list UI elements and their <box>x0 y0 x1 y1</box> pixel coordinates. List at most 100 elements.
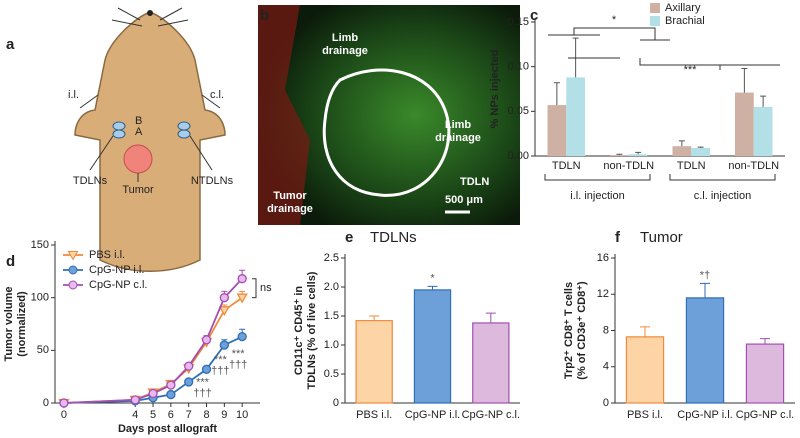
bar <box>472 322 510 404</box>
error-bar <box>640 326 650 337</box>
error-bar <box>678 140 685 147</box>
micrograph-label: 500 μm <box>445 194 483 206</box>
y-tick-label: 0 <box>333 397 339 409</box>
y-tick-label: 2.5 <box>324 252 339 264</box>
x-tick-label: 5 <box>150 409 156 421</box>
error-bar <box>616 153 623 156</box>
sig-bracket <box>548 27 780 70</box>
diagram-label: TDLNs <box>73 175 108 187</box>
x-tick-label: 0 <box>61 409 67 421</box>
x-tick-label: TDLN <box>677 160 706 172</box>
bar <box>355 320 393 404</box>
x-tick-label: CpG-NP i.l. <box>405 409 460 421</box>
error-bar <box>760 95 767 107</box>
legend-label: Axillary <box>665 2 701 14</box>
bar <box>691 147 710 156</box>
x-tick-label: non-TDLN <box>603 160 654 172</box>
y-tick-label: 0 <box>603 397 609 409</box>
y-tick-label: 1.0 <box>324 339 339 351</box>
sig-bracket <box>252 278 257 299</box>
micrograph-label: Limb drainage <box>322 32 368 57</box>
chart-title: TDLNs <box>370 229 417 246</box>
legend-swatch <box>650 3 660 13</box>
y-tick-label: 8 <box>603 324 609 336</box>
y-axis-label: % NPs injected <box>489 50 501 129</box>
legend-label: CpG-NP i.l. <box>89 264 144 276</box>
y-tick-label: 0.15 <box>508 16 529 28</box>
group-bracket <box>669 174 776 181</box>
chart-title: Tumor <box>640 229 683 246</box>
marker <box>184 361 194 371</box>
panel-label: e <box>345 229 353 246</box>
annotation: *** <box>214 354 228 366</box>
marker <box>236 293 248 304</box>
y-tick-label: 0.00 <box>508 150 529 162</box>
annotation: * <box>430 272 435 284</box>
legend-label: CpG-NP c.l. <box>89 279 147 291</box>
y-tick-label: 4 <box>603 361 609 373</box>
bar <box>413 289 452 404</box>
annotation: *** <box>196 376 210 388</box>
diagram-label: B <box>135 115 142 127</box>
diagram-label: i.l. <box>68 89 79 101</box>
error-bar <box>760 338 770 345</box>
panel-label: c <box>530 7 538 24</box>
bar <box>753 106 773 156</box>
panel-label: b <box>260 7 269 24</box>
bar <box>628 154 648 156</box>
y-tick-label: 100 <box>31 292 49 304</box>
legend-marker <box>67 251 79 261</box>
x-tick-label: non-TDLN <box>728 160 779 172</box>
y-axis-label: (% of CD3e⁺ CD8⁺) <box>576 281 588 380</box>
y-axis-label: TDLNs (% of live cells) <box>306 271 318 389</box>
marker <box>166 380 176 390</box>
x-tick-label: 10 <box>236 409 248 421</box>
x-tick-label: CpG-NP c.l. <box>462 409 520 421</box>
x-tick-label: 8 <box>203 409 209 421</box>
line <box>63 278 243 404</box>
diagram-label: Tumor <box>122 184 154 196</box>
y-axis-label: Trp2⁺ CD8⁺ T cells <box>563 282 575 379</box>
y-tick-label: 0 <box>43 397 49 409</box>
y-axis-label: Tumor volume <box>3 287 15 362</box>
marker <box>184 377 194 387</box>
bar <box>547 105 567 156</box>
error-bar <box>427 285 438 290</box>
x-tick-label: 6 <box>168 409 174 421</box>
bar <box>735 92 754 156</box>
legend-swatch <box>650 16 660 26</box>
y-axis-label: CD11c⁺ CD45⁺ in <box>293 286 305 376</box>
x-tick-label: 4 <box>132 409 138 421</box>
marker <box>237 331 247 342</box>
y-tick-label: 12 <box>597 288 609 300</box>
red-tissue <box>258 5 310 225</box>
micrograph-label: Tumor drainage <box>267 190 313 215</box>
marker <box>148 388 158 399</box>
marker <box>218 306 230 317</box>
tdln-outline <box>322 68 451 197</box>
mouse-diagram <box>74 7 226 272</box>
y-tick-label: 2.0 <box>324 281 339 293</box>
legend-marker <box>68 280 78 290</box>
bar <box>672 146 692 156</box>
diagram-label: A <box>135 126 143 138</box>
x-tick-label: 7 <box>186 409 192 421</box>
annotation: ns <box>260 282 272 294</box>
error-bar <box>700 282 710 298</box>
y-tick-label: 0.05 <box>508 105 529 117</box>
annotation: ††† <box>193 387 211 399</box>
x-axis-label: Days post allograft <box>118 423 217 435</box>
y-tick-label: 150 <box>31 239 49 251</box>
annotation: ††† <box>229 359 247 371</box>
panel-label: d <box>6 253 15 270</box>
legend-label: Brachial <box>665 15 705 27</box>
x-tick-label: CpG-NP i.l. <box>677 409 732 421</box>
y-tick-label: 0.10 <box>508 61 529 73</box>
bar <box>685 297 725 404</box>
x-tick-label: TDLN <box>552 160 581 172</box>
group-label: i.l. injection <box>570 190 624 202</box>
annotation: ††† <box>211 365 229 377</box>
diagram-label: c.l. <box>210 89 224 101</box>
annotation: * <box>612 14 617 26</box>
marker <box>237 274 247 284</box>
